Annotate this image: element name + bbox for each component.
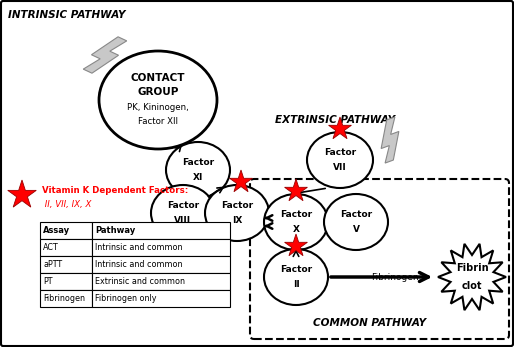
Ellipse shape: [205, 185, 269, 241]
Bar: [92, 273, 230, 290]
FancyBboxPatch shape: [250, 179, 509, 339]
Text: Pathway: Pathway: [95, 226, 135, 235]
Text: VII: VII: [333, 163, 347, 172]
Text: Fibrinogen: Fibrinogen: [43, 294, 85, 303]
Text: Extrinsic and common: Extrinsic and common: [95, 277, 185, 286]
Polygon shape: [285, 179, 307, 201]
Text: Factor: Factor: [182, 158, 214, 167]
Text: ACT: ACT: [43, 243, 59, 252]
Ellipse shape: [151, 185, 215, 241]
Polygon shape: [438, 244, 506, 310]
Bar: [92, 239, 230, 256]
Text: X: X: [292, 225, 300, 234]
Text: V: V: [353, 225, 359, 234]
Polygon shape: [285, 234, 307, 256]
Text: Factor: Factor: [167, 201, 199, 210]
Text: Vitamin K Dependent Factors:: Vitamin K Dependent Factors:: [42, 186, 188, 195]
Text: Fibrinogen only: Fibrinogen only: [95, 294, 156, 303]
Polygon shape: [230, 170, 252, 192]
Bar: [92, 256, 230, 273]
Text: VIII: VIII: [174, 216, 192, 225]
Ellipse shape: [99, 51, 217, 149]
Text: Factor: Factor: [340, 210, 372, 219]
Text: IX: IX: [232, 216, 242, 225]
Text: II: II: [292, 280, 299, 289]
Text: Factor: Factor: [221, 201, 253, 210]
Text: Intrinsic and common: Intrinsic and common: [95, 243, 182, 252]
Text: EXTRINSIC PATHWAY: EXTRINSIC PATHWAY: [275, 115, 395, 125]
Text: Fibrinogen: Fibrinogen: [371, 273, 419, 282]
Text: XI: XI: [193, 174, 203, 182]
Text: Factor: Factor: [280, 210, 312, 219]
Text: Factor XII: Factor XII: [138, 117, 178, 126]
Polygon shape: [328, 117, 352, 139]
Text: COMMON PATHWAY: COMMON PATHWAY: [314, 318, 427, 328]
Bar: [92, 290, 230, 307]
Text: aPTT: aPTT: [43, 260, 62, 269]
Ellipse shape: [166, 142, 230, 198]
Bar: [92, 222, 230, 239]
Polygon shape: [8, 180, 36, 207]
Bar: [40, 290, 92, 307]
Polygon shape: [83, 37, 127, 73]
Ellipse shape: [264, 194, 328, 250]
Text: GROUP: GROUP: [137, 87, 179, 97]
Ellipse shape: [307, 132, 373, 188]
Bar: [40, 256, 92, 273]
Text: clot: clot: [462, 281, 482, 291]
Bar: [40, 222, 92, 239]
Text: Assay: Assay: [43, 226, 70, 235]
Ellipse shape: [324, 194, 388, 250]
Text: Intrinsic and common: Intrinsic and common: [95, 260, 182, 269]
Text: II, VII, IX, X: II, VII, IX, X: [42, 200, 91, 209]
Text: PK, Kininogen,: PK, Kininogen,: [127, 102, 189, 111]
Text: Factor: Factor: [280, 265, 312, 274]
Text: INTRINSIC PATHWAY: INTRINSIC PATHWAY: [8, 10, 125, 20]
Text: PT: PT: [43, 277, 52, 286]
Ellipse shape: [264, 249, 328, 305]
Text: Factor: Factor: [324, 148, 356, 156]
Bar: [40, 239, 92, 256]
Bar: [40, 273, 92, 290]
Text: Fibrin: Fibrin: [456, 263, 488, 273]
Polygon shape: [381, 117, 399, 163]
Text: CONTACT: CONTACT: [131, 73, 185, 83]
